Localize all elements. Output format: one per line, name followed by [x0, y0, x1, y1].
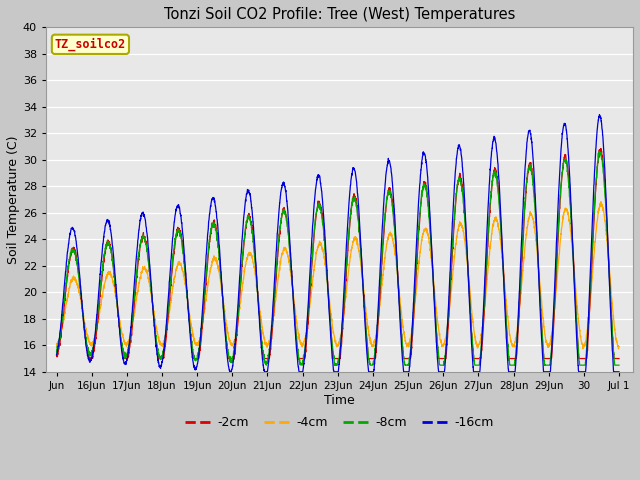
Title: Tonzi Soil CO2 Profile: Tree (West) Temperatures: Tonzi Soil CO2 Profile: Tree (West) Temp… [164, 7, 515, 22]
X-axis label: Time: Time [324, 394, 355, 407]
Y-axis label: Soil Temperature (C): Soil Temperature (C) [7, 135, 20, 264]
Legend: -2cm, -4cm, -8cm, -16cm: -2cm, -4cm, -8cm, -16cm [180, 411, 499, 434]
Text: TZ_soilco2: TZ_soilco2 [55, 37, 126, 51]
